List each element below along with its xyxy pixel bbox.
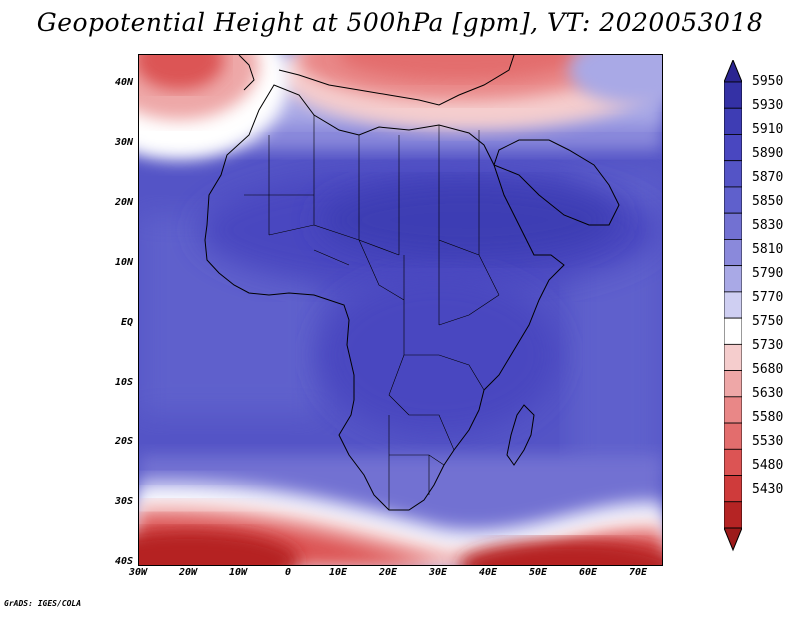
lat-label-10n: 10N xyxy=(114,257,133,268)
colorbar-top-arrow xyxy=(724,60,742,83)
colorbar-label-5530: 5530 xyxy=(752,434,784,449)
colorbar-cell xyxy=(724,370,742,398)
colorbar-cell xyxy=(724,396,742,424)
lat-label-eq: EQ xyxy=(120,317,133,328)
lat-label-10s: 10S xyxy=(114,377,133,388)
colorbar-label-5910: 5910 xyxy=(752,122,784,137)
map-plot-area xyxy=(138,54,663,566)
lon-label-20e: 20E xyxy=(378,567,398,578)
lat-label-40n: 40N xyxy=(114,77,133,88)
colorbar-label-5750: 5750 xyxy=(752,314,784,329)
colorbar-cell xyxy=(724,239,742,267)
africa-coast xyxy=(204,84,565,511)
colorbar-label-5850: 5850 xyxy=(752,194,784,209)
lon-label-20w: 20W xyxy=(178,567,198,578)
field-south-low-east xyxy=(459,540,662,565)
colorbar-cell xyxy=(724,265,742,293)
colorbar-label-5480: 5480 xyxy=(752,458,784,473)
colorbar-label-5680: 5680 xyxy=(752,362,784,377)
colorbar xyxy=(724,60,742,552)
colorbar-label-5830: 5830 xyxy=(752,218,784,233)
lon-label-30e: 30E xyxy=(428,567,448,578)
colorbar-label-5950: 5950 xyxy=(752,74,784,89)
lat-label-30n: 30N xyxy=(114,137,133,148)
colorbar-cell xyxy=(724,448,742,476)
lat-label-20n: 20N xyxy=(114,197,133,208)
coastlines xyxy=(204,55,620,511)
field-atlantic-trough-core xyxy=(139,55,224,90)
colorbar-cell xyxy=(724,317,742,345)
footer-credit: GrADS: IGES/COLA xyxy=(4,599,82,608)
field-east-north xyxy=(569,55,662,105)
colorbar-cell xyxy=(724,501,742,529)
colorbar-label-5790: 5790 xyxy=(752,266,784,281)
colorbar-label-5770: 5770 xyxy=(752,290,784,305)
colorbar-label-5630: 5630 xyxy=(752,386,784,401)
lon-label-10w: 10W xyxy=(228,567,248,578)
height-field xyxy=(139,55,662,565)
lon-label-0: 0 xyxy=(284,567,292,578)
colorbar-cell xyxy=(724,212,742,240)
colorbar-bottom-arrow xyxy=(724,527,742,552)
madagascar-coast xyxy=(506,404,535,466)
colorbar-cell xyxy=(724,81,742,109)
colorbar-label-5580: 5580 xyxy=(752,410,784,425)
colorbar-cell xyxy=(724,186,742,214)
colorbar-cell xyxy=(724,343,742,371)
lon-label-60e: 60E xyxy=(578,567,598,578)
field-ridge-core xyxy=(319,180,619,260)
colorbar-label-5810: 5810 xyxy=(752,242,784,257)
lon-label-50e: 50E xyxy=(528,567,548,578)
lat-label-30s: 30S xyxy=(114,496,133,507)
lon-label-10e: 10E xyxy=(328,567,348,578)
colorbar-label-5870: 5870 xyxy=(752,170,784,185)
field-med-trough-core xyxy=(339,55,579,80)
lon-label-30w: 30W xyxy=(128,567,148,578)
borders xyxy=(244,115,500,510)
colorbar-cell xyxy=(724,291,742,319)
map-title: Geopotential Height at 500hPa [gpm], VT:… xyxy=(36,8,764,37)
colorbar-cells xyxy=(724,81,742,529)
lon-label-40e: 40E xyxy=(478,567,498,578)
country-borders xyxy=(244,115,500,510)
lat-label-40s: 40S xyxy=(114,556,133,567)
colorbar-cell xyxy=(724,475,742,503)
colorbar-cell xyxy=(724,107,742,135)
lon-label-70e: 70E xyxy=(628,567,648,578)
colorbar-label-5730: 5730 xyxy=(752,338,784,353)
lat-label-20s: 20S xyxy=(114,436,133,447)
colorbar-label-5430: 5430 xyxy=(752,482,784,497)
colorbar-label-5930: 5930 xyxy=(752,98,784,113)
mediterranean-coast xyxy=(278,55,515,106)
colorbar-cell xyxy=(724,134,742,162)
iberia-coast xyxy=(238,55,255,91)
field-south-low-west xyxy=(139,530,299,565)
colorbar-label-5890: 5890 xyxy=(752,146,784,161)
arabia-coast xyxy=(493,139,620,226)
colorbar-cell xyxy=(724,160,742,188)
colorbar-cell xyxy=(724,422,742,450)
